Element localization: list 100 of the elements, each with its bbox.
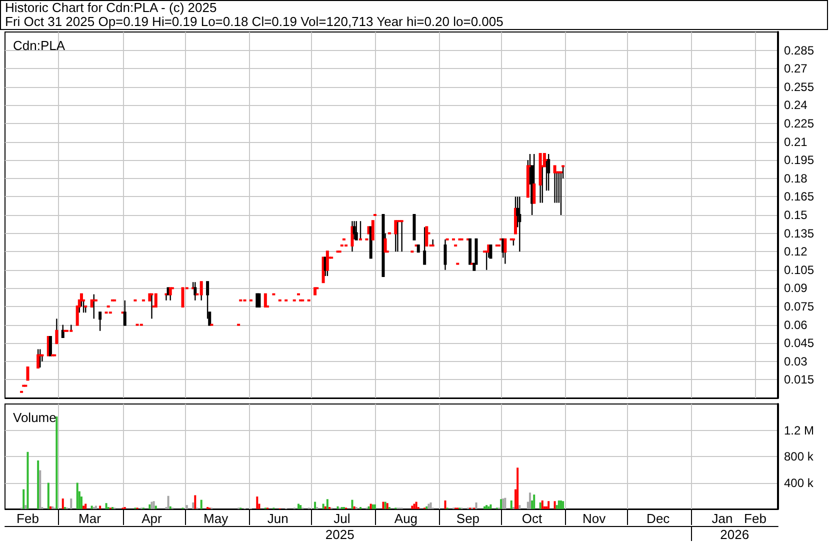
y-tick-label: 0.255	[784, 80, 814, 94]
bar	[518, 505, 521, 509]
y-tick-label: 0.105	[784, 262, 814, 277]
y-tick-label: 0.225	[784, 116, 814, 130]
candlestick	[200, 281, 203, 301]
bar	[26, 452, 29, 509]
bar	[105, 503, 108, 509]
y-tick-label: 0.18	[784, 171, 808, 186]
bar	[39, 470, 42, 509]
candlestick	[559, 171, 562, 216]
x-tick-label: Feb	[744, 511, 766, 526]
bar	[186, 505, 188, 509]
bar	[150, 502, 153, 509]
candlestick	[26, 366, 30, 381]
candlestick	[264, 293, 267, 308]
x-tick-label: Mar	[78, 511, 102, 526]
bar	[22, 489, 25, 509]
y-tick-label: 0.015	[784, 372, 814, 387]
bar	[84, 504, 87, 509]
candlestick	[371, 220, 374, 240]
candlestick	[181, 287, 184, 308]
candlestick	[532, 153, 536, 204]
candlestick	[504, 238, 507, 264]
candlestick	[55, 318, 58, 344]
text: Historic Chart for Cdn:PLA - (c) 2025	[5, 0, 218, 15]
y-tick-label: 0.195	[784, 153, 814, 168]
y-tick-label: 0.27	[784, 62, 808, 76]
y-tick-label: 0.165	[784, 190, 814, 204]
y-tick-label: 800 k	[784, 450, 814, 464]
bar	[300, 505, 302, 509]
bar	[504, 498, 506, 509]
x-tick-label: Jun	[267, 511, 288, 526]
bar	[374, 504, 376, 509]
bar	[510, 500, 512, 509]
x2-tick-label: 2025	[325, 527, 354, 542]
y-tick-label: 0.12	[784, 244, 808, 259]
bar	[324, 506, 326, 509]
bar	[297, 504, 300, 509]
y-tick-label: 400 k	[784, 476, 814, 490]
bar	[192, 502, 194, 509]
x2-tick-label: 2026	[720, 527, 750, 542]
bar	[322, 504, 324, 509]
bar	[62, 498, 64, 509]
candlestick	[423, 226, 426, 265]
candlestick	[553, 165, 556, 204]
bar	[82, 506, 85, 509]
x-tick-label: Apr	[142, 511, 163, 526]
x-tick-label: Jul	[334, 511, 350, 526]
y-tick-label: 0.09	[784, 281, 808, 296]
bar	[484, 506, 486, 509]
y-tick-label: 0.15	[784, 208, 808, 222]
text: Cdn:PLA	[13, 38, 66, 53]
y-tick-label: 0.135	[784, 226, 814, 240]
bar	[37, 460, 40, 509]
candlestick	[547, 153, 550, 192]
y-tick-label: 0.075	[784, 300, 814, 314]
x-tick-label: Dec	[646, 511, 670, 526]
text: Fri Oct 31 2025 Op=0.19 Hi=0.19 Lo=0.18 Cl=0.19 Vol=120,713 Year hi=0.20 lo=0.005	[5, 14, 504, 29]
bar	[351, 500, 354, 509]
candlestick	[518, 196, 522, 252]
bar	[562, 501, 564, 509]
bar	[560, 500, 562, 509]
x-tick-label: May	[204, 511, 229, 526]
x-tick-label: Jan	[712, 511, 733, 526]
y-tick-label: 0.285	[784, 43, 814, 58]
y-tick-label: 1.2 M	[784, 423, 814, 438]
x-tick-label: Oct	[522, 511, 543, 526]
bar	[475, 502, 478, 509]
bar	[428, 504, 430, 509]
bar	[76, 482, 78, 509]
bar	[70, 498, 72, 509]
text: Volume	[13, 410, 56, 425]
bar	[314, 502, 316, 509]
bar	[99, 506, 102, 509]
bar	[194, 495, 196, 509]
bar	[154, 506, 157, 509]
y-tick-label: 0.045	[784, 336, 814, 350]
bar	[488, 506, 490, 509]
candlestick	[48, 336, 52, 356]
bar	[554, 501, 556, 509]
candlestick	[36, 348, 40, 368]
bar	[444, 500, 446, 509]
bar	[167, 496, 170, 509]
candlestick	[350, 220, 354, 252]
y-tick-label: 0.21	[784, 134, 808, 149]
candlestick	[358, 220, 362, 240]
bar	[49, 506, 52, 509]
bar	[24, 505, 27, 509]
bar	[200, 500, 202, 509]
y-tick-label: 0.06	[784, 318, 808, 332]
bar	[152, 501, 155, 509]
bar	[558, 500, 560, 509]
x-tick-label: Feb	[16, 511, 39, 526]
bar	[486, 505, 488, 509]
bar	[256, 496, 258, 509]
x-tick-label: Aug	[394, 511, 418, 526]
bar	[411, 506, 414, 509]
bar	[548, 501, 550, 509]
x-tick-label: Sep	[456, 511, 480, 526]
bar	[56, 416, 58, 509]
